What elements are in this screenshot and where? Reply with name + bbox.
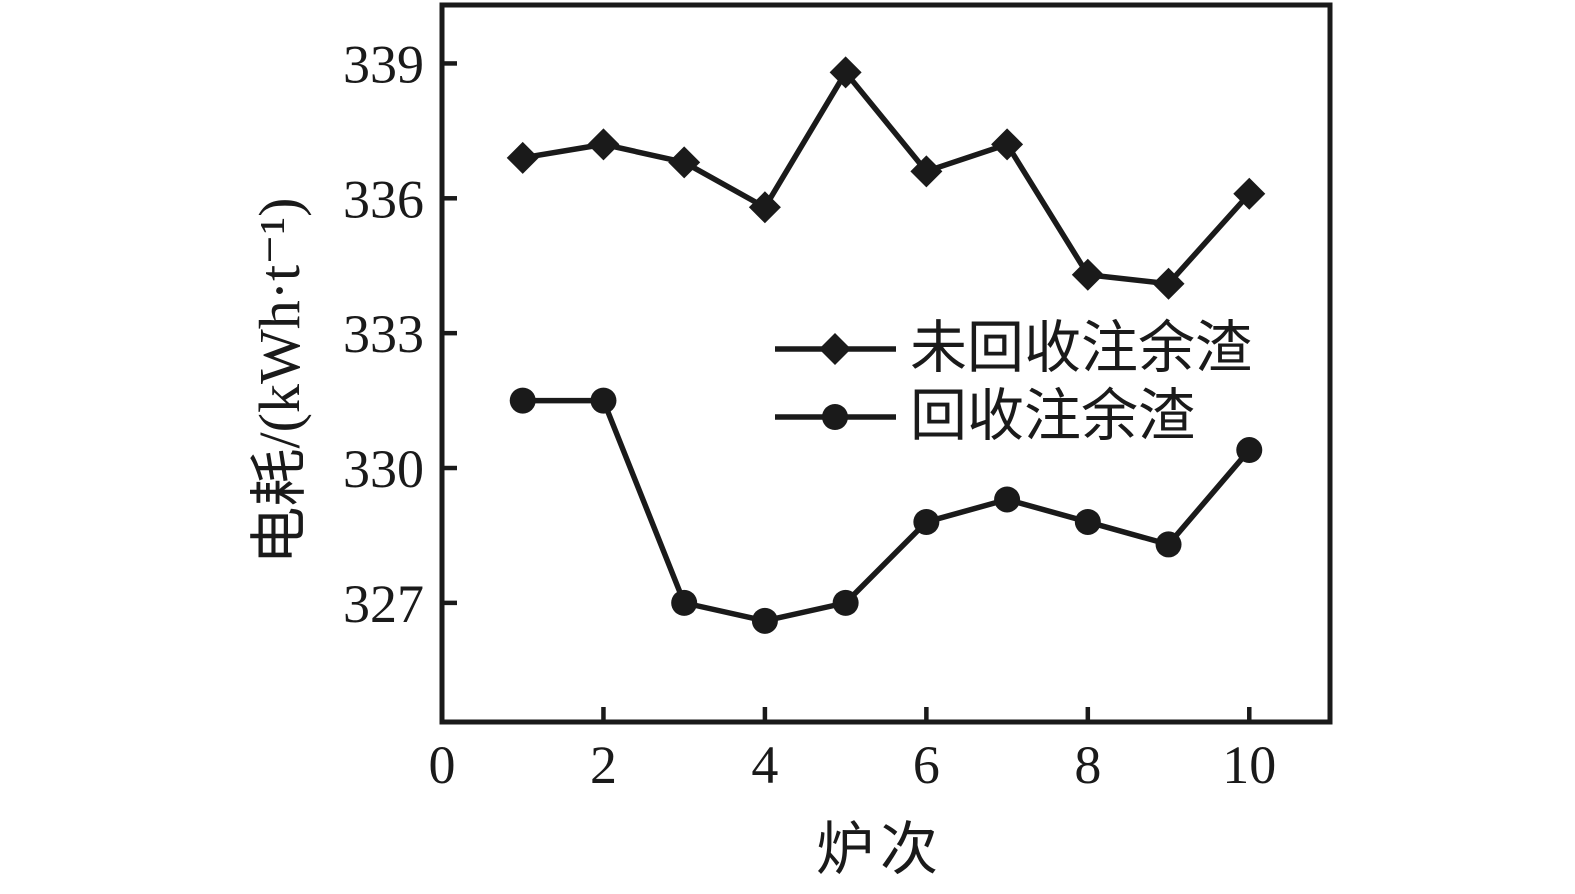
y-axis-label: 电耗/(kWh·t⁻¹) <box>247 197 312 565</box>
data-point-diamond <box>1071 258 1104 291</box>
x-tick-label: 2 <box>590 735 617 795</box>
data-point-diamond <box>1233 177 1266 210</box>
data-point-circle <box>832 589 859 616</box>
data-point-diamond <box>910 155 943 188</box>
x-tick-label: 0 <box>429 735 456 795</box>
data-point-circle <box>751 607 778 634</box>
data-point-circle <box>590 387 617 414</box>
series-line-1 <box>522 397 1252 624</box>
legend-label-recovered: 回收注余渣 <box>910 385 1195 448</box>
y-tick-label: 336 <box>343 169 424 229</box>
legend-item-unrecovered: 未回收注余渣 <box>773 315 1252 383</box>
data-point-diamond <box>1152 267 1185 300</box>
y-tick-label: 327 <box>343 574 424 634</box>
x-tick-label: 4 <box>751 735 778 795</box>
diamond-marker-icon <box>775 333 896 365</box>
plot-border <box>439 2 1333 725</box>
data-point-diamond <box>668 146 701 179</box>
y-tick-label: 330 <box>343 439 424 499</box>
data-point-diamond <box>829 56 862 89</box>
y-tick-label: 333 <box>343 304 424 364</box>
legend-label-unrecovered: 未回收注余渣 <box>910 317 1252 380</box>
x-tick-label: 8 <box>1074 735 1101 795</box>
data-point-circle <box>913 508 940 535</box>
series-line-0 <box>522 69 1252 287</box>
legend-diamond-marker <box>819 333 851 365</box>
data-point-circle <box>1155 531 1182 558</box>
data-point-diamond <box>587 128 620 161</box>
data-point-circle <box>994 486 1021 513</box>
data-point-circle <box>509 387 536 414</box>
legend-item-recovered: 回收注余渣 <box>773 383 1252 451</box>
y-tick-label: 339 <box>343 34 424 94</box>
x-tick-label: 10 <box>1222 735 1276 795</box>
legend-circle-marker <box>822 404 848 430</box>
x-axis-label: 炉次 <box>815 817 944 882</box>
data-point-circle <box>1074 508 1101 535</box>
data-point-diamond <box>991 128 1024 161</box>
data-point-circle <box>671 589 698 616</box>
data-point-diamond <box>748 191 781 224</box>
x-tick-label: 6 <box>913 735 940 795</box>
data-point-diamond <box>506 141 539 174</box>
legend: 未回收注余渣 回收注余渣 <box>773 315 1252 451</box>
data-point-circle <box>1236 437 1263 464</box>
circle-marker-icon <box>775 404 896 430</box>
